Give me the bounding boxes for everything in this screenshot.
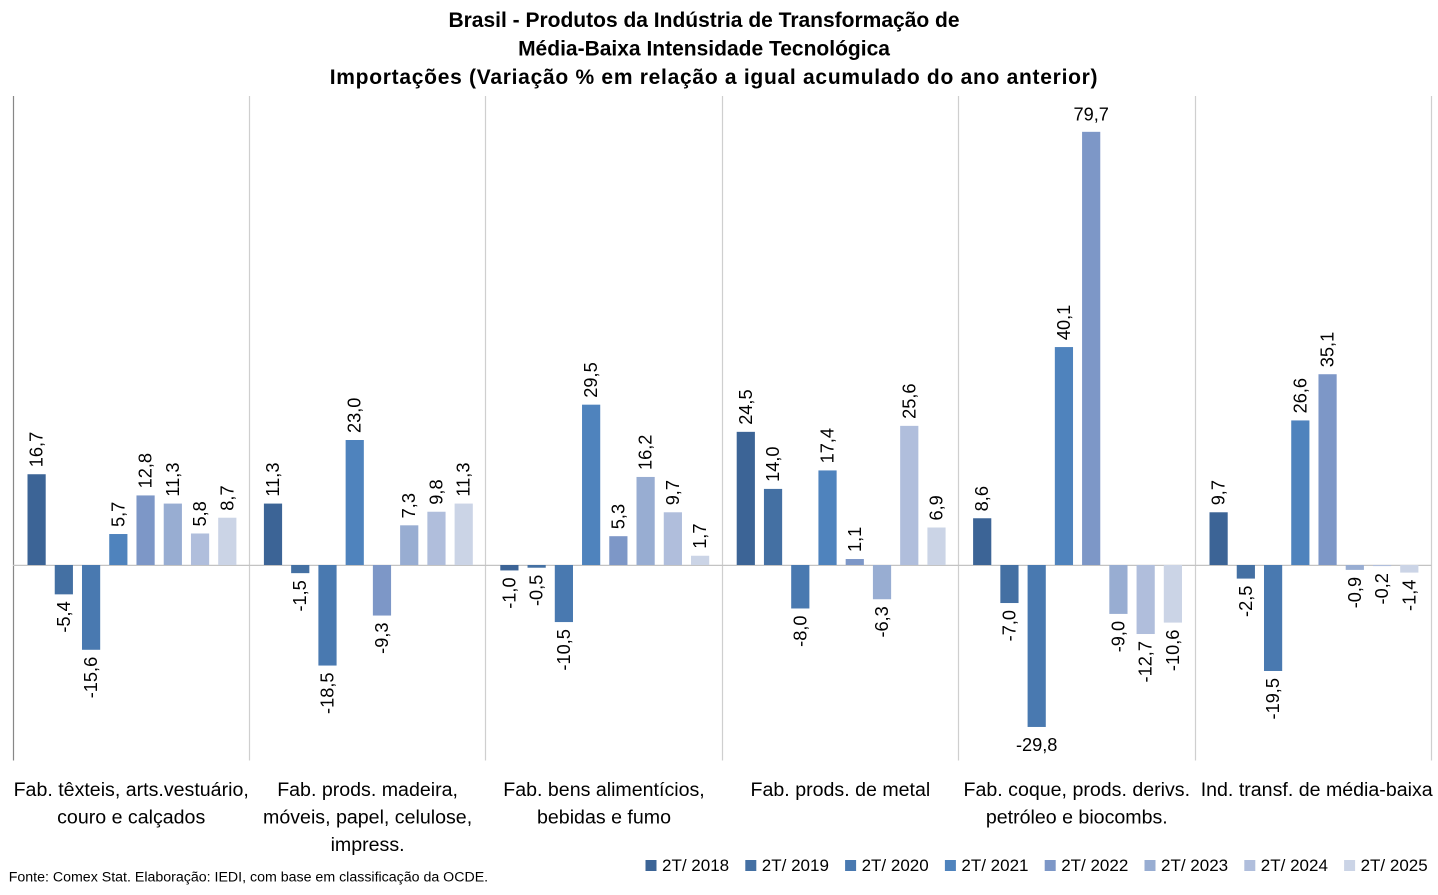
svg-text:petróleo e biocombs.: petróleo e biocombs. [986,807,1168,829]
svg-text:-9,3: -9,3 [372,623,392,654]
svg-text:9,7: 9,7 [663,480,683,505]
svg-text:móveis, papel, celulose,: móveis, papel, celulose, [263,807,472,829]
svg-text:1,1: 1,1 [845,527,865,552]
svg-text:11,3: 11,3 [263,463,283,497]
svg-text:7,3: 7,3 [399,493,419,518]
svg-text:Fab. prods. madeira,: Fab. prods. madeira, [277,779,458,801]
svg-text:8,6: 8,6 [972,486,992,511]
svg-text:-10,5: -10,5 [554,629,574,670]
svg-text:-2,5: -2,5 [1236,586,1256,617]
svg-text:9,8: 9,8 [427,479,447,504]
svg-text:Média-Baixa Intensidade Tecnol: Média-Baixa Intensidade Tecnológica [518,37,890,60]
svg-text:Fab. prods. de metal: Fab. prods. de metal [751,779,931,801]
svg-text:-0,9: -0,9 [1345,577,1365,608]
svg-text:16,2: 16,2 [636,435,656,470]
svg-text:-19,5: -19,5 [1263,678,1283,719]
svg-text:2T/ 2023: 2T/ 2023 [1161,856,1228,875]
svg-text:11,3: 11,3 [163,463,183,497]
svg-text:26,6: 26,6 [1290,378,1310,413]
svg-text:8,7: 8,7 [217,485,237,510]
svg-text:-0,5: -0,5 [527,575,547,606]
svg-text:5,8: 5,8 [190,501,210,526]
svg-text:2T/ 2020: 2T/ 2020 [862,856,929,875]
svg-text:2T/ 2021: 2T/ 2021 [961,856,1028,875]
svg-text:11,3: 11,3 [454,463,474,497]
svg-text:Ind. transf. de média-baixa: Ind. transf. de média-baixa [1201,779,1433,801]
svg-text:17,4: 17,4 [818,428,838,463]
svg-text:23,0: 23,0 [345,398,365,433]
svg-text:16,7: 16,7 [27,432,47,467]
svg-text:2T/ 2018: 2T/ 2018 [662,856,729,875]
svg-text:-15,6: -15,6 [81,657,101,698]
svg-text:9,7: 9,7 [1209,480,1229,505]
svg-text:-5,4: -5,4 [54,601,74,632]
svg-text:1,7: 1,7 [690,524,710,549]
svg-text:-9,0: -9,0 [1108,621,1128,652]
svg-text:-1,5: -1,5 [290,580,310,611]
svg-text:-29,8: -29,8 [1016,735,1057,755]
svg-text:Brasil - Produtos da Indústria: Brasil - Produtos da Indústria de Transf… [448,9,959,32]
svg-text:bebidas e fumo: bebidas e fumo [537,807,671,829]
svg-text:5,7: 5,7 [108,502,128,527]
svg-text:2T/ 2024: 2T/ 2024 [1261,856,1328,875]
svg-text:-12,7: -12,7 [1136,641,1156,682]
svg-text:5,3: 5,3 [608,504,628,529]
svg-text:12,8: 12,8 [136,453,156,488]
svg-text:2T/ 2025: 2T/ 2025 [1361,856,1428,875]
svg-text:-6,3: -6,3 [872,606,892,637]
svg-text:14,0: 14,0 [763,446,783,481]
svg-text:-1,4: -1,4 [1399,580,1419,611]
svg-text:-0,2: -0,2 [1372,573,1392,604]
svg-text:impress.: impress. [331,834,405,856]
svg-text:25,6: 25,6 [899,383,919,418]
svg-text:Fab. coque, prods. derivs.: Fab. coque, prods. derivs. [964,779,1191,801]
svg-text:Importações (Variação % em rel: Importações (Variação % em relação a igu… [330,66,1099,89]
svg-text:-18,5: -18,5 [318,673,338,714]
svg-text:35,1: 35,1 [1318,332,1338,367]
svg-text:24,5: 24,5 [736,389,756,424]
svg-text:6,9: 6,9 [927,495,947,520]
svg-text:couro e calçados: couro e calçados [57,807,205,829]
svg-text:40,1: 40,1 [1054,305,1074,340]
svg-text:-8,0: -8,0 [790,616,810,647]
svg-text:Fonte: Comex Stat. Elaboração:: Fonte: Comex Stat. Elaboração: IEDI, com… [9,870,488,886]
svg-text:Fab. bens alimentícios,: Fab. bens alimentícios, [503,779,704,801]
svg-text:Fab. têxteis, arts.vestuário,: Fab. têxteis, arts.vestuário, [14,779,249,801]
svg-text:29,5: 29,5 [581,362,601,397]
svg-text:-7,0: -7,0 [999,610,1019,641]
svg-text:79,7: 79,7 [1073,105,1108,125]
svg-text:2T/ 2022: 2T/ 2022 [1061,856,1128,875]
svg-text:-10,6: -10,6 [1163,630,1183,671]
svg-text:2T/ 2019: 2T/ 2019 [762,856,829,875]
svg-text:-1,0: -1,0 [499,577,519,608]
